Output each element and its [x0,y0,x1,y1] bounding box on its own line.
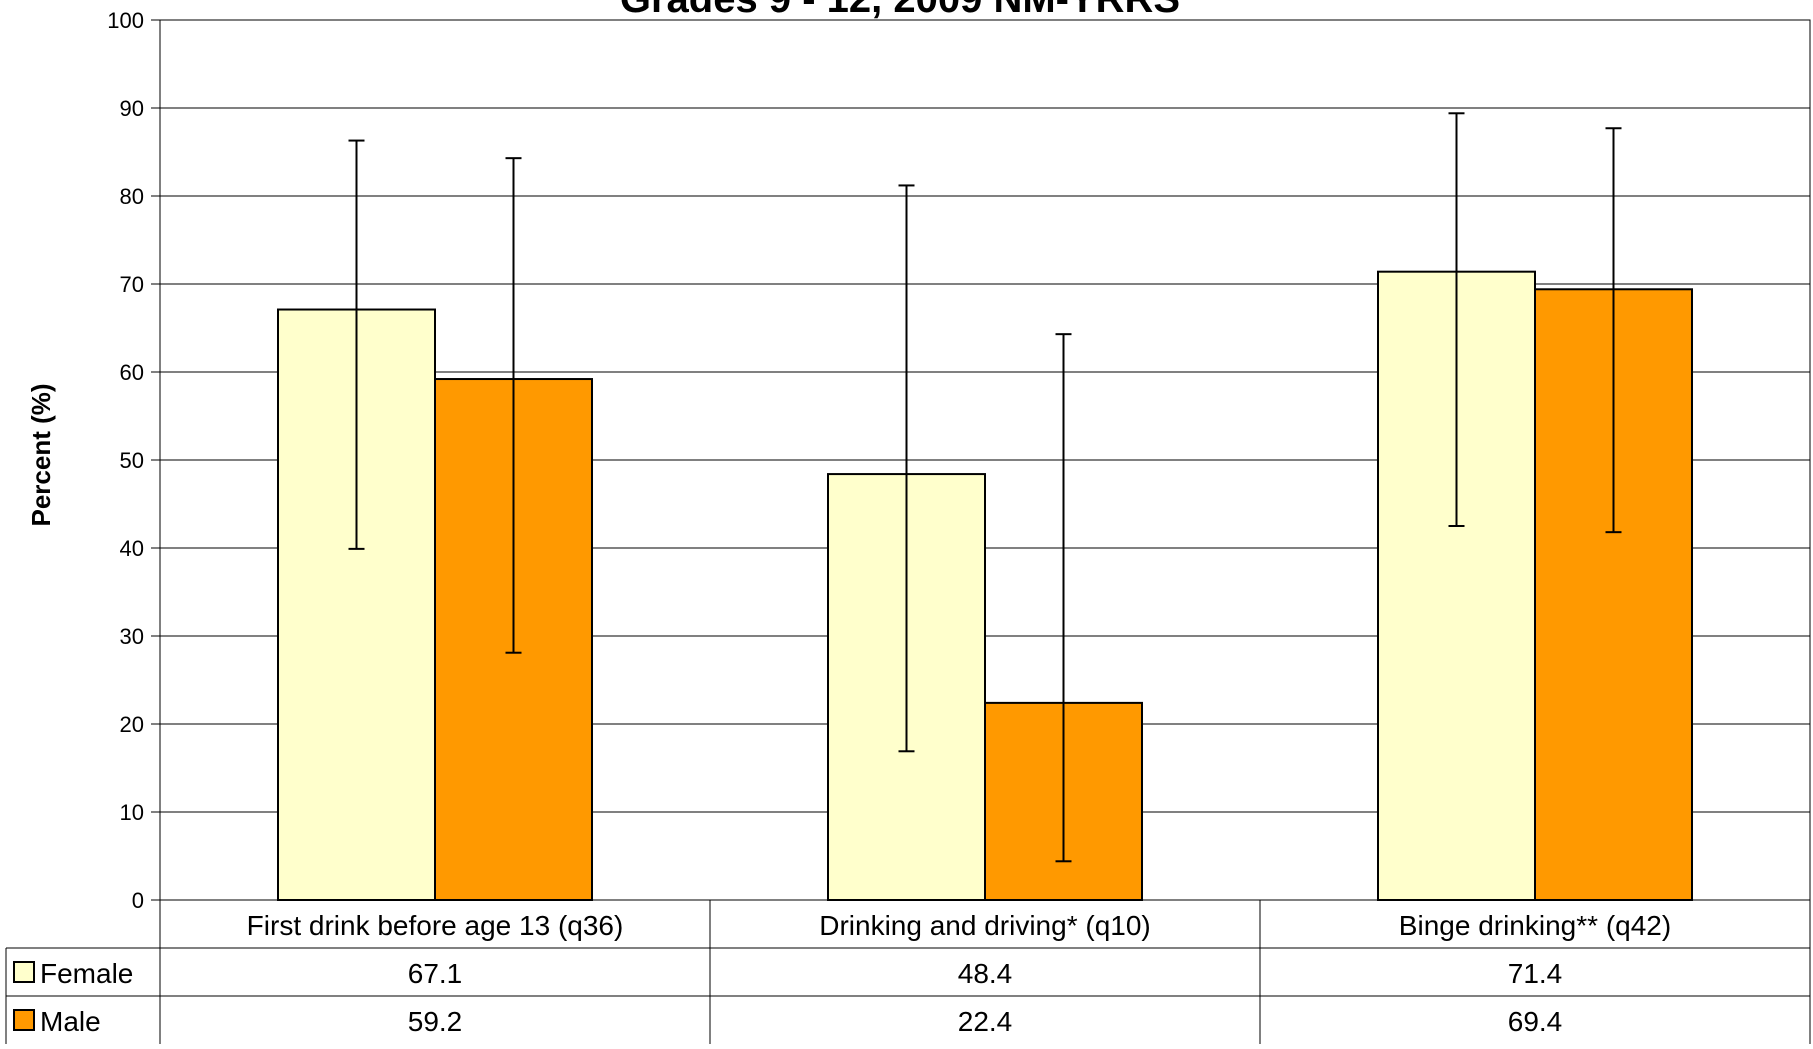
data-table: First drink before age 13 (q36) Drinking … [5,900,1811,1044]
category-label: First drink before age 13 (q36) [247,910,624,941]
legend-swatch-female [13,961,35,983]
table-value: 22.4 [958,1006,1013,1037]
legend-label-male: Male [40,1006,101,1037]
y-tick-label: 40 [120,536,144,561]
y-axis-label: Percent (%) [26,383,56,526]
legend-label-female: Female [40,958,133,989]
table-value: 71.4 [1508,958,1563,989]
plot-frame [159,19,1811,901]
table-value: 48.4 [958,958,1013,989]
y-tick-label: 80 [120,184,144,209]
y-tick-label: 30 [120,624,144,649]
legend-swatch-male [13,1009,35,1031]
y-tick-label: 100 [107,8,144,33]
table-value: 67.1 [408,958,463,989]
y-tick-label: 0 [132,888,144,913]
axes [151,19,1811,901]
error-bars [348,112,1622,863]
y-tick-label: 70 [120,272,144,297]
category-label: Drinking and driving* (q10) [819,910,1151,941]
y-tick-labels: 0 10 20 30 40 50 60 70 80 90 100 [107,8,144,913]
y-tick-label: 60 [120,360,144,385]
category-label: Binge drinking** (q42) [1399,910,1671,941]
table-value: 59.2 [408,1006,463,1037]
y-tick-label: 10 [120,800,144,825]
table-value: 69.4 [1508,1006,1563,1037]
y-tick-label: 90 [120,96,144,121]
y-tick-label: 50 [120,448,144,473]
chart-title: Grades 9 - 12, 2009 NM-YRRS [620,0,1180,21]
y-tick-label: 20 [120,712,144,737]
